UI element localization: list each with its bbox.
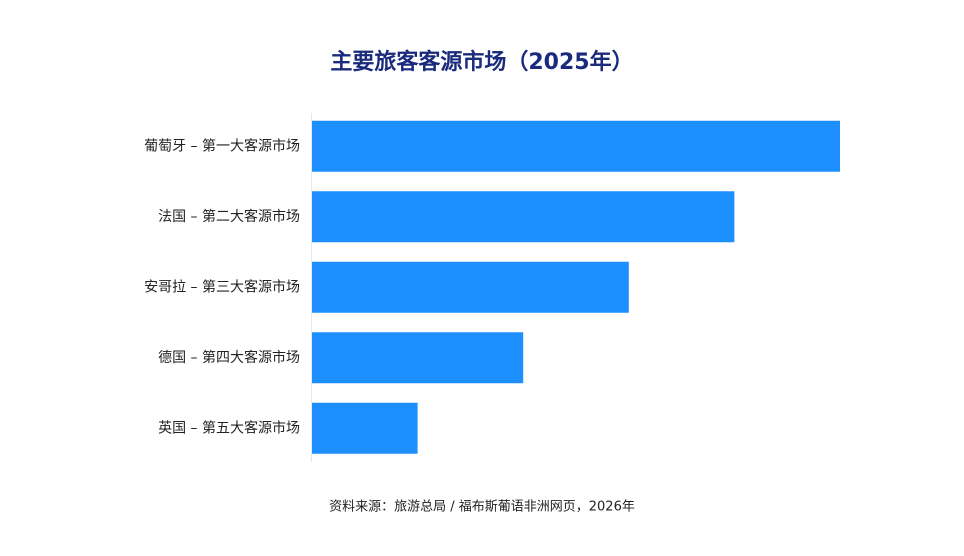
y-tick-label: 英国 – 第五大客源市场 bbox=[158, 419, 300, 436]
y-tick-label: 葡萄牙 – 第一大客源市场 bbox=[144, 137, 300, 154]
bar bbox=[312, 120, 840, 172]
y-tick-label: 安哥拉 – 第三大客源市场 bbox=[144, 278, 300, 295]
chart-title: 主要旅客客源市场（2025年） bbox=[330, 49, 633, 75]
bar bbox=[312, 191, 735, 243]
bar bbox=[312, 402, 418, 454]
y-tick-label: 法国 – 第二大客源市场 bbox=[158, 208, 300, 225]
y-tick-label: 德国 – 第四大客源市场 bbox=[158, 349, 300, 366]
bar bbox=[312, 332, 524, 384]
bar bbox=[312, 261, 629, 313]
source-note: 资料来源：旅游总局 / 福布斯葡语非洲网页，2026年 bbox=[329, 500, 635, 515]
